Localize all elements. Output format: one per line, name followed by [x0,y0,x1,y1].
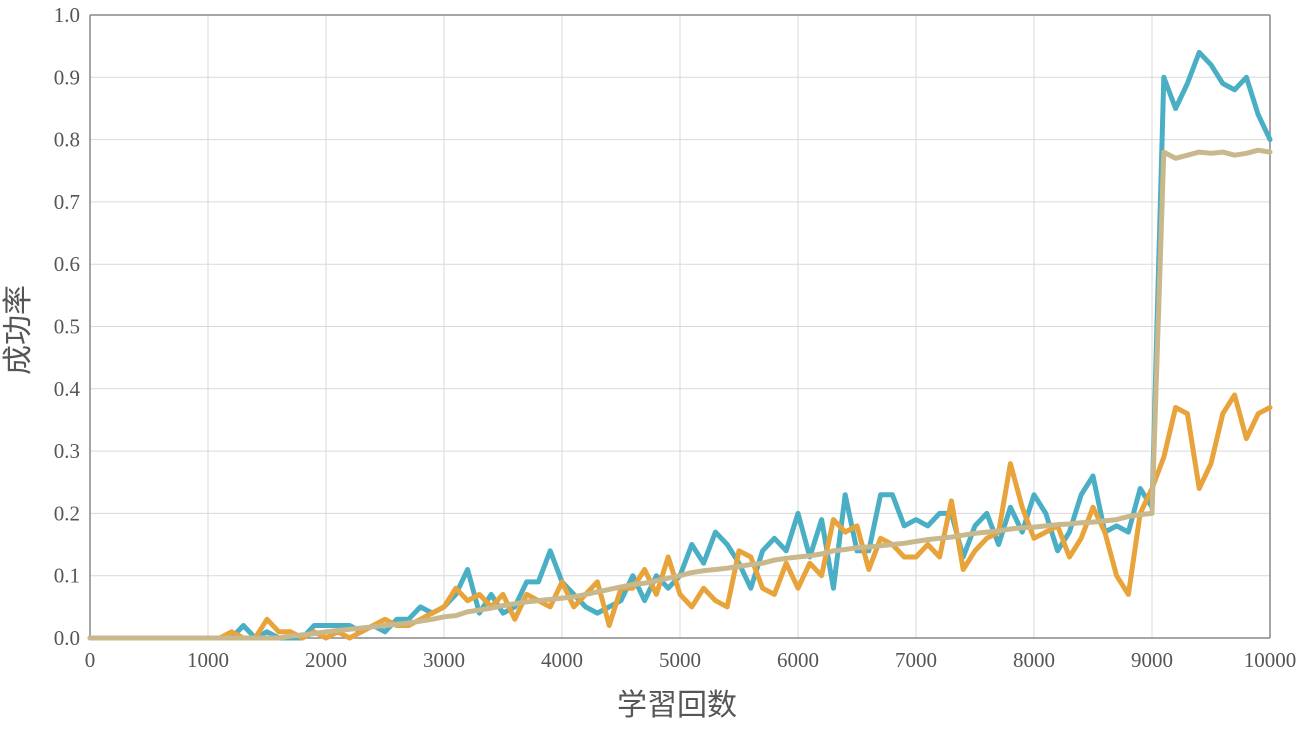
x-tick-label: 5000 [659,648,701,672]
y-tick-label: 0.3 [54,439,80,463]
y-tick-label: 0.2 [54,501,80,525]
series-lines [87,49,1273,641]
x-tick-label: 8000 [1013,648,1055,672]
x-tick-label: 0 [85,648,96,672]
x-tick-label: 2000 [305,648,347,672]
y-tick-label: 0.7 [54,190,80,214]
y-tick-label: 0.8 [54,128,80,152]
x-tick-label: 4000 [541,648,583,672]
x-tick-label: 3000 [423,648,465,672]
x-tick-label: 9000 [1131,648,1173,672]
y-tick-labels: 0.0 0.1 0.2 0.3 0.4 0.5 0.6 0.7 0.8 0.9 1.0 [54,3,81,650]
x-tick-labels: 0 1000 2000 3000 4000 5000 6000 7000 8000 9000 100… [85,648,1297,672]
x-tick-label: 10000 [1244,648,1297,672]
y-tick-label: 0.6 [54,252,80,276]
y-tick-label: 0.1 [54,564,80,588]
series-line-2 [87,392,1273,641]
y-tick-label: 1.0 [54,3,80,27]
x-tick-label: 1000 [187,648,229,672]
y-tick-label: 0.0 [54,626,80,650]
y-tick-label: 0.9 [54,65,80,89]
grid [89,14,1271,639]
y-tick-label: 0.5 [54,315,80,339]
x-tick-label: 6000 [777,648,819,672]
x-axis-title: 学習回数 [617,688,737,723]
series-line-3 [87,147,1273,641]
y-tick-label: 0.4 [54,377,81,401]
y-axis-title: 成功率 [1,285,36,375]
x-tick-label: 7000 [895,648,937,672]
